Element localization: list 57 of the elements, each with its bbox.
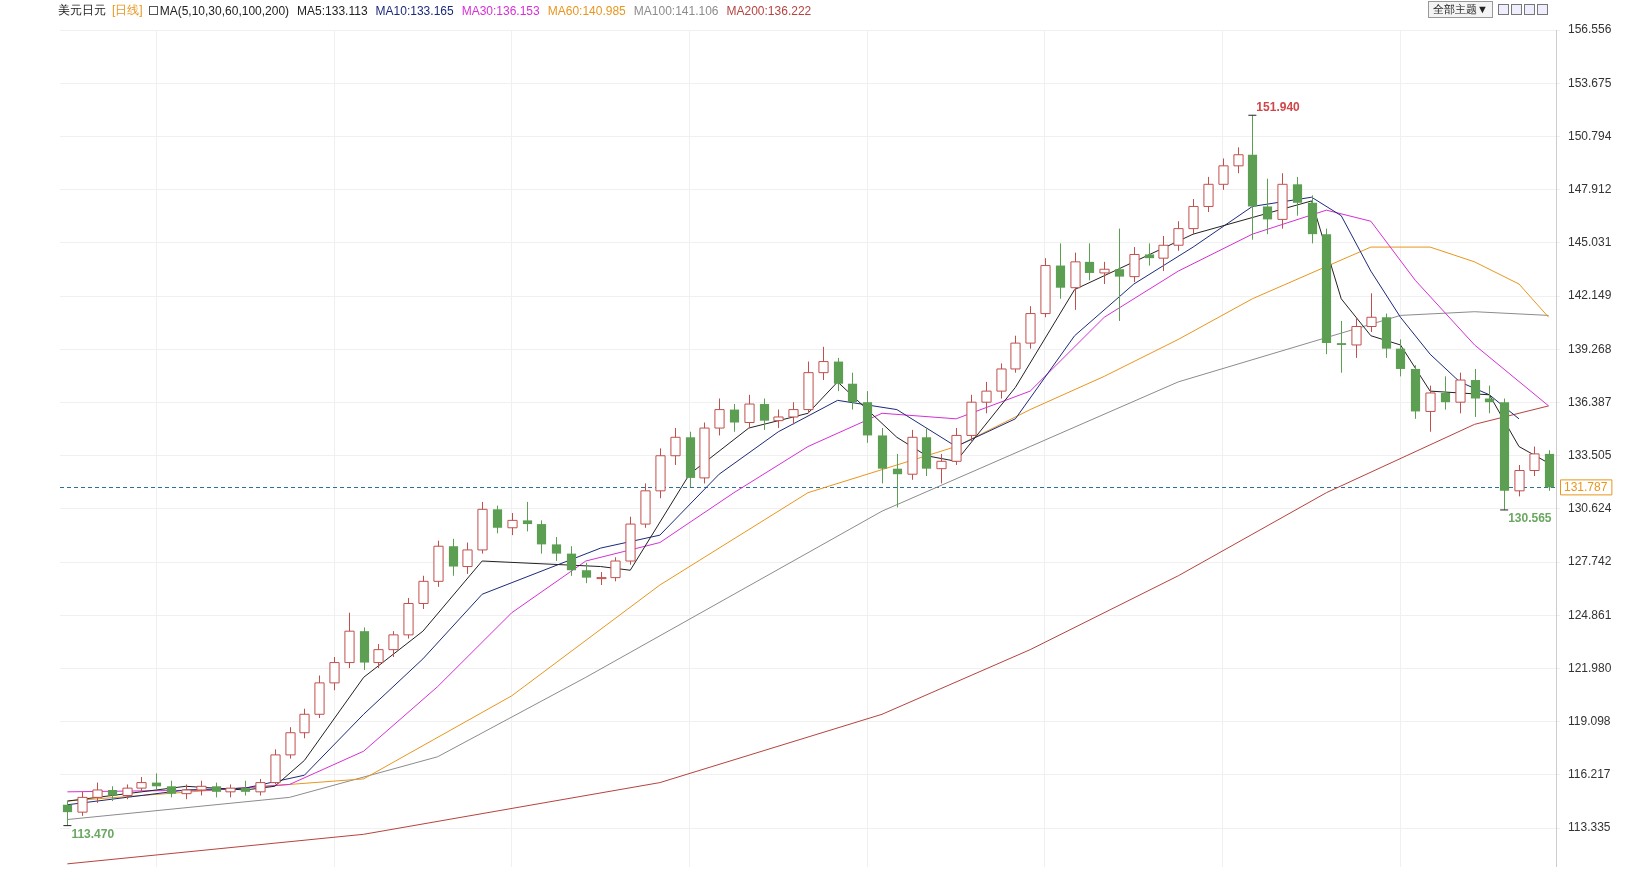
candlestick bbox=[551, 536, 562, 562]
candlestick bbox=[522, 501, 533, 532]
candlestick bbox=[729, 403, 740, 433]
y-tick-label: 139.268 bbox=[1568, 341, 1612, 356]
text: MA5:133.113 bbox=[297, 3, 368, 18]
candlestick bbox=[1470, 368, 1481, 418]
chart-title: 美元日元 bbox=[58, 2, 106, 19]
candlestick bbox=[759, 398, 770, 431]
text: MA100:141.106 bbox=[633, 3, 719, 18]
candlestick bbox=[1529, 446, 1540, 477]
ref-line-label: 131.787 bbox=[1564, 479, 1608, 494]
y-tick-label: 150.794 bbox=[1568, 128, 1612, 143]
text: MA30:136.153 bbox=[461, 3, 540, 18]
y-tick-label: 121.980 bbox=[1568, 660, 1612, 675]
y-tick-label: 116.217 bbox=[1568, 767, 1611, 782]
candlestick bbox=[1336, 320, 1347, 374]
y-tick-label: 147.912 bbox=[1568, 181, 1612, 196]
text: 全部主题▼ bbox=[1428, 1, 1493, 18]
candlestick bbox=[536, 519, 547, 555]
candlestick bbox=[581, 562, 592, 584]
y-tick-label: 124.861 bbox=[1568, 607, 1612, 622]
candlestick bbox=[1084, 242, 1095, 281]
annotation: 113.470 bbox=[71, 826, 115, 841]
y-tick-label: 127.742 bbox=[1568, 554, 1612, 569]
y-tick-label: 130.624 bbox=[1568, 501, 1612, 516]
y-tick-label: 133.505 bbox=[1568, 447, 1612, 462]
candlestick bbox=[1055, 242, 1066, 300]
candlestick bbox=[1144, 242, 1155, 267]
annotation: 130.565 bbox=[1508, 511, 1552, 526]
y-tick-label: 136.387 bbox=[1568, 394, 1612, 409]
y-tick-label: 145.031 bbox=[1568, 235, 1612, 250]
legend-title: MA(5,10,30,60,100,200) bbox=[159, 3, 290, 18]
candlestick bbox=[1425, 385, 1436, 433]
y-tick-label: 156.556 bbox=[1568, 22, 1612, 37]
candlestick bbox=[1218, 157, 1229, 191]
text: MA10:133.165 bbox=[375, 3, 454, 18]
candlestick bbox=[1262, 178, 1273, 235]
y-tick-label: 142.149 bbox=[1568, 288, 1612, 303]
candlestick bbox=[1173, 220, 1184, 252]
candlestick bbox=[714, 398, 725, 436]
candlestick bbox=[492, 505, 503, 534]
y-tick-label: 119.098 bbox=[1568, 714, 1611, 729]
y-tick-label: 113.335 bbox=[1568, 820, 1611, 835]
text: MA60:140.985 bbox=[547, 3, 626, 18]
candlestick bbox=[1395, 338, 1406, 377]
candlestick bbox=[566, 545, 577, 577]
candlestick bbox=[847, 372, 858, 411]
candlestick bbox=[1114, 228, 1125, 322]
text: MA200:136.222 bbox=[726, 3, 812, 18]
candlestick bbox=[448, 538, 459, 577]
candlestick bbox=[996, 362, 1007, 400]
candlestick bbox=[1292, 176, 1303, 217]
candlestick bbox=[833, 357, 844, 392]
chart-subtitle: [日线] bbox=[112, 2, 143, 19]
annotation: 151.940 bbox=[1256, 99, 1301, 114]
candlestick bbox=[1440, 375, 1451, 411]
y-tick-label: 153.675 bbox=[1568, 75, 1612, 90]
